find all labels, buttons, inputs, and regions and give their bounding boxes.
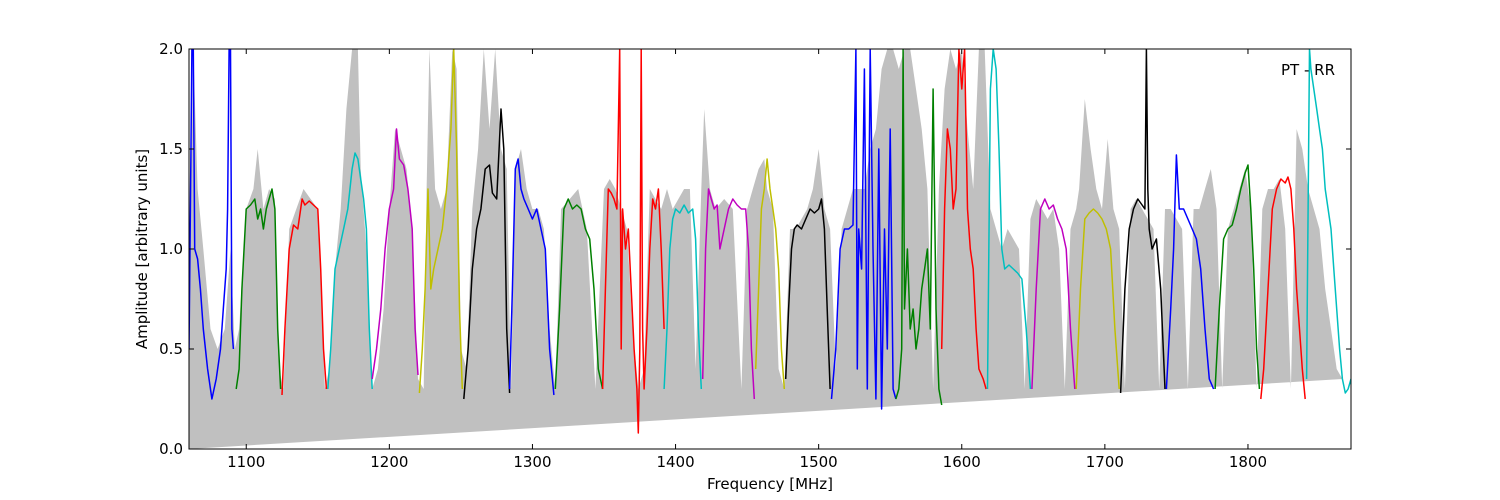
series-line-4 — [371, 128, 419, 380]
series-line-3 — [327, 152, 373, 390]
series-line-13 — [784, 198, 831, 390]
series-line-18 — [1031, 198, 1076, 390]
series-line-16 — [940, 49, 987, 390]
y-tick-label: 0.5 — [159, 340, 183, 358]
series-line-9 — [601, 49, 665, 434]
series-line-2 — [281, 198, 328, 396]
series-line-8 — [554, 198, 604, 390]
series-group — [189, 49, 1351, 434]
series-line-24 — [1305, 49, 1351, 394]
series-line-20 — [1119, 49, 1166, 394]
panel-annotation: PT - RR — [1281, 61, 1335, 79]
series-line-5 — [418, 49, 464, 394]
x-tick-label: 1100 — [227, 453, 265, 471]
series-line-1 — [235, 188, 282, 390]
x-tick-label: 1500 — [800, 453, 838, 471]
y-axis: 0.0 0.5 1.0 1.5 2.0 — [159, 40, 1351, 458]
series-line-7 — [508, 158, 555, 396]
series-line-12 — [754, 158, 786, 390]
plot-area — [189, 49, 1351, 449]
x-tick-label: 1600 — [943, 453, 981, 471]
series-line-22 — [1214, 164, 1261, 390]
series-line-21 — [1165, 154, 1215, 390]
y-tick-label: 1.5 — [159, 140, 183, 158]
x-tick-label: 1700 — [1086, 453, 1124, 471]
y-tick-label: 0.0 — [159, 440, 183, 458]
series-line-11 — [701, 188, 756, 400]
series-line-0 — [189, 49, 235, 400]
series-line-15 — [895, 49, 943, 406]
series-line-19 — [1075, 208, 1120, 390]
series-line-6 — [463, 108, 511, 400]
series-line-17 — [986, 49, 1032, 390]
x-tick-label: 1300 — [513, 453, 551, 471]
x-tick-label: 1400 — [656, 453, 694, 471]
y-tick-label: 2.0 — [159, 40, 183, 58]
x-axis: 1100 1200 1300 1400 1500 1600 1700 1800 — [227, 49, 1267, 471]
series-line-14 — [830, 49, 897, 410]
x-tick-label: 1800 — [1229, 453, 1267, 471]
series-line-23 — [1260, 176, 1306, 400]
y-axis-label: Amplitude [arbitrary units] — [133, 149, 151, 349]
x-axis-label: Frequency [MHz] — [707, 475, 833, 493]
series-line-10 — [663, 204, 703, 390]
y-tick-label: 1.0 — [159, 240, 183, 258]
x-tick-label: 1200 — [370, 453, 408, 471]
background-spectrum-fill — [189, 49, 1343, 449]
